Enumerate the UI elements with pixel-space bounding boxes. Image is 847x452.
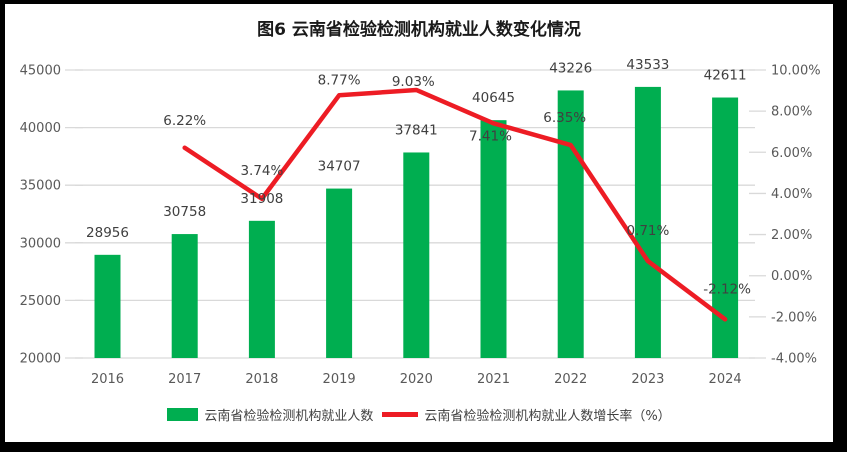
bar-value-label: 34707 xyxy=(318,159,361,175)
growth-rate-label: 0.71% xyxy=(626,223,669,239)
bar-value-label: 43226 xyxy=(549,60,592,76)
chart-canvas: 图6 云南省检验检测机构就业人数变化情况 20000 25000 30000 3500… xyxy=(5,4,833,442)
combo-chart-plot: 20000 25000 30000 35000 40000 45000 -4.00% -2.0… xyxy=(20,57,821,387)
chart-title: 图6 云南省检验检测机构就业人数变化情况 xyxy=(257,20,581,40)
left-axis-tick-label: 30000 xyxy=(20,236,61,251)
year-label: 2018 xyxy=(245,372,278,387)
right-axis-tick-label: 6.00% xyxy=(771,146,812,161)
employment-bar xyxy=(171,234,198,358)
employment-bar xyxy=(94,254,121,358)
year-label: 2019 xyxy=(323,372,356,387)
bar-value-label: 40645 xyxy=(472,90,515,106)
bar-series-swatch-icon xyxy=(167,408,199,421)
growth-rate-label: -2.12% xyxy=(703,281,751,297)
growth-rate-label: 3.74% xyxy=(240,163,283,179)
year-label: 2020 xyxy=(400,372,433,387)
growth-rate-label: 6.35% xyxy=(543,110,586,126)
employment-bar xyxy=(634,86,661,358)
employment-bar xyxy=(480,120,507,358)
year-label: 2016 xyxy=(91,372,124,387)
bar-value-label: 28956 xyxy=(86,225,129,241)
growth-rate-label: 8.77% xyxy=(318,72,361,88)
employment-bar xyxy=(403,152,430,358)
year-label: 2022 xyxy=(554,372,587,387)
year-label: 2021 xyxy=(477,372,510,387)
left-axis-tick-label: 20000 xyxy=(20,352,61,367)
growth-rate-line xyxy=(182,87,728,322)
bar-value-label: 42611 xyxy=(704,68,747,84)
growth-rate-label: 6.22% xyxy=(163,113,206,129)
employment-bar xyxy=(248,220,275,358)
right-axis-tick-label: 4.00% xyxy=(771,187,812,202)
employment-bar xyxy=(557,90,584,359)
year-label: 2024 xyxy=(709,372,742,387)
employment-bar xyxy=(326,188,353,358)
right-axis-tick-label: 2.00% xyxy=(771,228,812,243)
right-axis-tick-label: 0.00% xyxy=(771,269,812,284)
chart-legend: 云南省检验检测机构就业人数 云南省检验检测机构就业人数增长率（%） xyxy=(5,405,833,424)
legend-label-growth-rate: 云南省检验检测机构就业人数增长率（%） xyxy=(424,409,671,424)
line-series-swatch-icon xyxy=(382,412,419,417)
bar-value-label: 37841 xyxy=(395,122,438,138)
right-axis-tick-label: 10.00% xyxy=(771,64,821,79)
left-axis-tick-label: 35000 xyxy=(20,179,61,194)
bar-value-label: 43533 xyxy=(626,57,669,73)
growth-rate-label: 7.41% xyxy=(469,128,512,144)
left-axis-tick-label: 25000 xyxy=(20,294,61,309)
legend-item-employment: 云南省检验检测机构就业人数 xyxy=(167,405,373,424)
bar-value-label: 30758 xyxy=(163,204,206,220)
bar-value-label: 31908 xyxy=(240,191,283,207)
right-axis-tick-label: 8.00% xyxy=(771,105,812,120)
growth-rate-label: 9.03% xyxy=(392,74,435,90)
right-axis-tick-label: -2.00% xyxy=(771,310,817,325)
right-axis-tick-label: -4.00% xyxy=(771,352,817,367)
left-axis-tick-label: 45000 xyxy=(20,64,61,79)
year-label: 2023 xyxy=(631,372,664,387)
year-label: 2017 xyxy=(168,372,201,387)
legend-label-employment: 云南省检验检测机构就业人数 xyxy=(204,409,374,424)
legend-item-growth-rate: 云南省检验检测机构就业人数增长率（%） xyxy=(382,405,671,424)
left-axis-tick-label: 40000 xyxy=(20,121,61,136)
